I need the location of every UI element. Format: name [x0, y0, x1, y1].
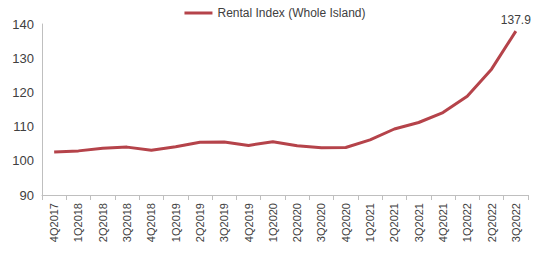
svg-text:2Q2018: 2Q2018 — [97, 203, 109, 242]
svg-text:4Q2021: 4Q2021 — [437, 203, 449, 242]
svg-text:4Q2018: 4Q2018 — [145, 203, 157, 242]
svg-text:1Q2020: 1Q2020 — [267, 203, 279, 242]
svg-text:1Q2018: 1Q2018 — [72, 203, 84, 242]
svg-text:3Q2018: 3Q2018 — [121, 203, 133, 242]
svg-text:2Q2022: 2Q2022 — [486, 203, 498, 242]
svg-text:1Q2022: 1Q2022 — [461, 203, 473, 242]
svg-text:100: 100 — [12, 153, 34, 168]
svg-text:90: 90 — [20, 188, 34, 203]
svg-text:Rental Index (Whole Island): Rental Index (Whole Island) — [217, 6, 365, 20]
svg-text:1Q2021: 1Q2021 — [364, 203, 376, 242]
svg-text:3Q2022: 3Q2022 — [510, 203, 522, 242]
svg-text:140: 140 — [12, 17, 34, 32]
svg-text:3Q2021: 3Q2021 — [413, 203, 425, 242]
svg-text:2Q2021: 2Q2021 — [388, 203, 400, 242]
svg-text:3Q2019: 3Q2019 — [218, 203, 230, 242]
svg-text:1Q2019: 1Q2019 — [170, 203, 182, 242]
svg-text:110: 110 — [13, 119, 34, 134]
svg-text:4Q2017: 4Q2017 — [48, 203, 60, 242]
svg-text:130: 130 — [12, 51, 34, 66]
svg-text:3Q2020: 3Q2020 — [315, 203, 327, 242]
svg-text:120: 120 — [12, 85, 34, 100]
svg-text:2Q2019: 2Q2019 — [194, 203, 206, 242]
svg-text:4Q2019: 4Q2019 — [243, 203, 255, 242]
svg-text:4Q2020: 4Q2020 — [340, 203, 352, 242]
svg-text:137.9: 137.9 — [501, 13, 531, 27]
svg-text:2Q2020: 2Q2020 — [291, 203, 303, 242]
